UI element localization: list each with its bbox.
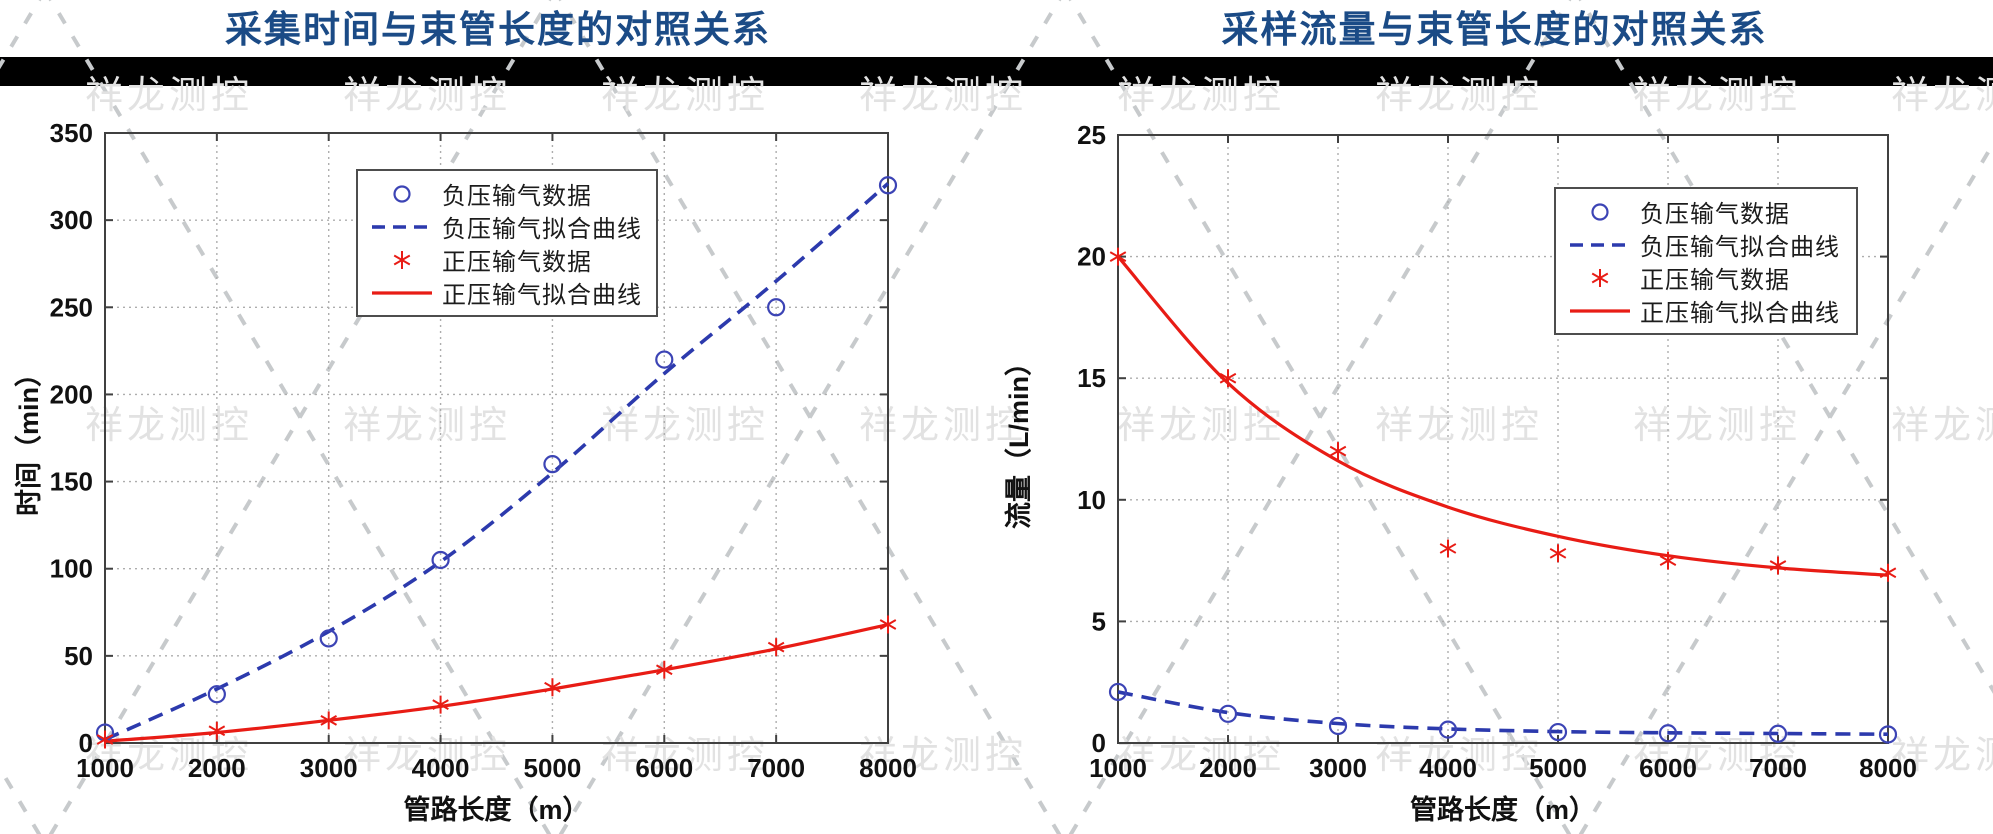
left-chart-title: 采集时间与束管长度的对照关系 — [225, 9, 771, 50]
legend-solid-line-icon — [1560, 298, 1640, 324]
legend-asterisk-marker-icon — [1560, 265, 1640, 291]
header-divider-band — [0, 57, 1993, 86]
svg-text:350: 350 — [50, 118, 93, 148]
x-tick-labels: 1000 2000 3000 4000 5000 6000 7000 8000 — [1089, 753, 1917, 783]
legend-label: 正压输气数据 — [1640, 267, 1790, 294]
legend-item: 正压输气数据 — [362, 243, 656, 276]
svg-text:5000: 5000 — [1529, 753, 1587, 783]
legend-solid-line-icon — [362, 280, 442, 306]
svg-text:2000: 2000 — [1199, 753, 1257, 783]
legend-item: 负压输气拟合曲线 — [1560, 228, 1856, 261]
legend-item: 负压输气数据 — [1560, 195, 1856, 228]
svg-text:20: 20 — [1077, 242, 1106, 272]
legend-label: 负压输气数据 — [1640, 201, 1790, 228]
svg-text:2000: 2000 — [188, 753, 246, 783]
legend-label: 负压输气数据 — [442, 183, 592, 210]
x-axis-label: 管路长度（m） — [403, 794, 589, 825]
svg-text:200: 200 — [50, 379, 93, 409]
legend-asterisk-marker-icon — [362, 247, 442, 273]
svg-text:25: 25 — [1077, 120, 1106, 150]
svg-text:4000: 4000 — [412, 753, 470, 783]
legend-circle-marker-icon — [362, 181, 442, 207]
legend-label: 正压输气拟合曲线 — [442, 282, 642, 309]
right-chart: 1000 2000 3000 4000 5000 6000 7000 8000 0 5 10 15 20… — [996, 86, 1993, 834]
svg-text:0: 0 — [1092, 728, 1106, 758]
legend-label: 负压输气拟合曲线 — [442, 216, 642, 243]
legend-dashed-line-icon — [1560, 232, 1640, 258]
legend-item: 负压输气数据 — [362, 177, 656, 210]
y-axis-label: 时间（min） — [14, 360, 44, 516]
svg-text:6000: 6000 — [635, 753, 693, 783]
fit-curve-solid — [104, 622, 889, 743]
svg-text:50: 50 — [64, 641, 93, 671]
svg-text:250: 250 — [50, 292, 93, 322]
legend-item: 正压输气拟合曲线 — [1560, 294, 1856, 327]
svg-text:7000: 7000 — [1749, 753, 1807, 783]
legend-item: 正压输气拟合曲线 — [362, 276, 656, 309]
left-chart-legend: 负压输气数据 负压输气拟合曲线 正压输气数据 正压输气拟合曲线 — [356, 169, 658, 317]
svg-text:150: 150 — [50, 467, 93, 497]
right-chart-title: 采样流量与束管长度的对照关系 — [1221, 9, 1768, 50]
svg-text:100: 100 — [50, 554, 93, 584]
svg-text:3000: 3000 — [1309, 753, 1367, 783]
svg-text:5000: 5000 — [524, 753, 582, 783]
y-tick-labels: 0 5 10 15 20 25 — [1077, 120, 1106, 758]
legend-dashed-line-icon — [362, 214, 442, 240]
svg-text:8000: 8000 — [1859, 753, 1917, 783]
svg-text:0: 0 — [79, 728, 93, 758]
x-tick-labels: 1000 2000 3000 4000 5000 6000 7000 8000 — [76, 753, 917, 783]
svg-text:3000: 3000 — [300, 753, 358, 783]
legend-item: 正压输气数据 — [1560, 261, 1856, 294]
svg-text:6000: 6000 — [1639, 753, 1697, 783]
legend-label: 正压输气拟合曲线 — [1640, 300, 1840, 327]
legend-circle-marker-icon — [1560, 199, 1640, 225]
right-chart-legend: 负压输气数据 负压输气拟合曲线 正压输气数据 正压输气拟合曲线 — [1554, 187, 1858, 335]
svg-text:4000: 4000 — [1419, 753, 1477, 783]
legend-label: 负压输气拟合曲线 — [1640, 234, 1840, 261]
left-chart: 1000 2000 3000 4000 5000 6000 7000 8000 0 50 100 15… — [0, 86, 996, 834]
svg-text:7000: 7000 — [747, 753, 805, 783]
legend-item: 负压输气拟合曲线 — [362, 210, 656, 243]
svg-text:10: 10 — [1077, 485, 1106, 515]
svg-text:15: 15 — [1077, 363, 1106, 393]
x-axis-label: 管路长度（m） — [1410, 794, 1596, 825]
svg-text:5: 5 — [1092, 606, 1106, 636]
svg-text:8000: 8000 — [859, 753, 917, 783]
y-tick-labels: 0 50 100 150 200 250 300 350 — [50, 118, 93, 758]
y-axis-label: 流量（L/min） — [1004, 349, 1034, 529]
legend-label: 正压输气数据 — [442, 249, 592, 276]
svg-text:300: 300 — [50, 205, 93, 235]
